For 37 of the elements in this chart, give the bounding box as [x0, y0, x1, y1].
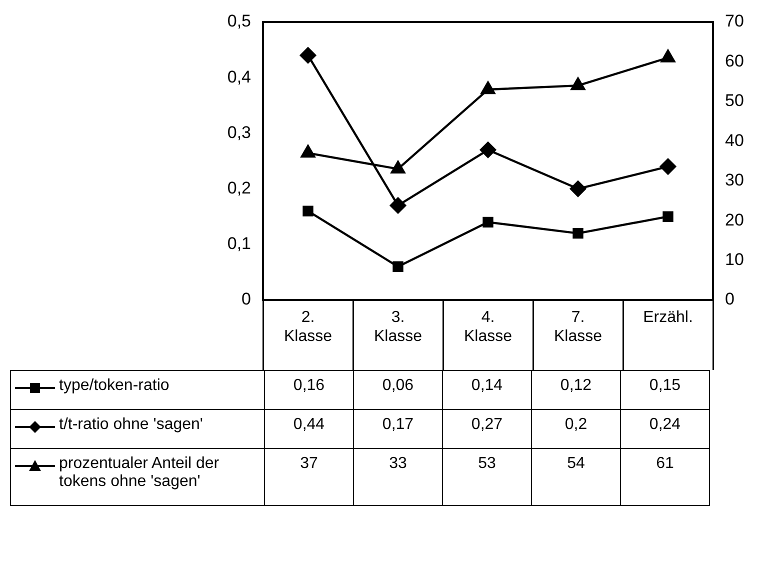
data-label: 0,14: [442, 370, 532, 410]
y2-tick-label: 70: [725, 12, 744, 31]
data-label: 37: [264, 448, 354, 506]
x-tick-label: 3. Klasse: [374, 309, 422, 346]
legend-label: prozentualer Anteil der tokens ohne 'sagen': [59, 455, 220, 491]
x-tick-label: 7. Klasse: [554, 309, 602, 346]
data-label: 54: [532, 448, 620, 506]
y-tick-label: 0,3: [227, 122, 251, 142]
data-label: 0,27: [442, 410, 532, 448]
x-tick-label: 4. Klasse: [464, 309, 512, 346]
data-label: 0,06: [354, 370, 442, 410]
y2-tick-label: 60: [725, 51, 744, 70]
data-label: 0,24: [620, 410, 710, 448]
data-label: 61: [620, 448, 710, 506]
data-label: 0,2: [532, 410, 620, 448]
y2-tick-label: 0: [725, 290, 734, 309]
y-tick-label: 0,2: [227, 178, 251, 198]
y2-tick-label: 50: [725, 91, 744, 110]
data-label: 0,15: [620, 370, 710, 410]
x-tick-label: Erzähl.: [643, 309, 693, 326]
y2-tick-label: 20: [725, 210, 744, 230]
y-tick-label: 0,5: [227, 12, 251, 31]
data-label: 0,44: [264, 410, 354, 448]
data-label: 33: [354, 448, 442, 506]
y-tick-label: 0,4: [227, 67, 251, 86]
data-label: 0,12: [532, 370, 620, 410]
data-label: 0,17: [354, 410, 442, 448]
legend-label: type/token-ratio: [59, 377, 170, 395]
y-tick-label: 0,1: [227, 234, 251, 254]
y2-tick-label: 30: [725, 170, 744, 190]
data-label: 0,16: [264, 370, 354, 410]
legend-label: t/t-ratio ohne 'sagen': [59, 416, 203, 434]
y-tick-label: 0: [242, 290, 251, 309]
x-tick-label: 2. Klasse: [284, 309, 332, 346]
y2-tick-label: 10: [725, 250, 744, 269]
y2-tick-label: 40: [725, 130, 744, 150]
data-label: 53: [442, 448, 532, 506]
